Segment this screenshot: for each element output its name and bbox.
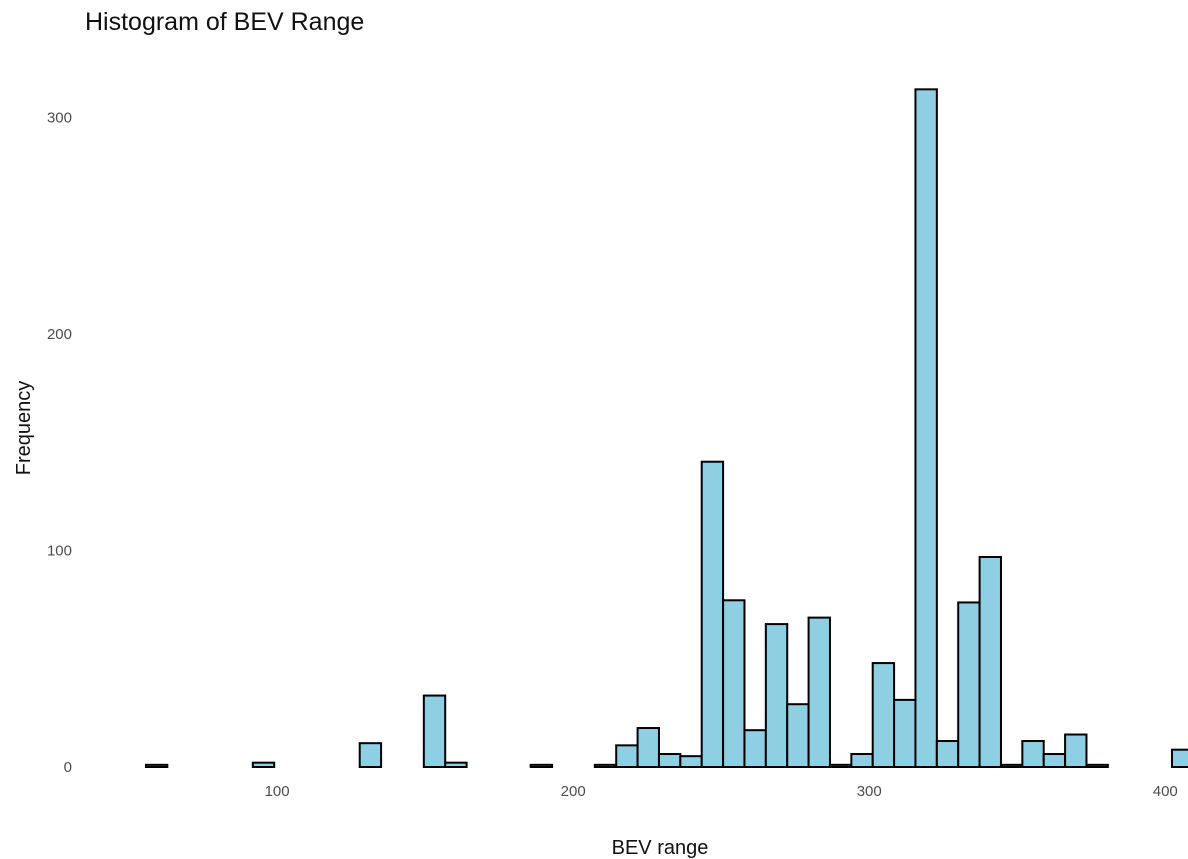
x-axis-ticks: 100 200 300 400 [265, 783, 1178, 800]
histogram-bar [850, 753, 874, 769]
histogram-bar [593, 763, 618, 769]
chart-title: Histogram of BEV Range [85, 8, 365, 36]
histogram-bar [1064, 733, 1088, 769]
histogram-bar [636, 727, 660, 769]
y-axis-ticks: 0 100 200 300 [47, 109, 72, 776]
histogram-bar [1042, 753, 1067, 769]
histogram-bar [786, 703, 810, 769]
histogram-bar [722, 599, 746, 768]
histogram-bar [893, 698, 917, 769]
histogram-bar [358, 742, 383, 768]
x-tick-label: 200 [561, 783, 586, 800]
histogram-bar [978, 555, 1002, 768]
y-axis-label: Frequency [13, 381, 35, 476]
x-tick-label: 400 [1153, 783, 1178, 800]
histogram-bar [1021, 740, 1045, 769]
x-tick-label: 100 [265, 783, 290, 800]
histogram-bar [700, 460, 725, 768]
y-tick-label: 300 [47, 109, 72, 126]
histogram-bar [679, 755, 703, 768]
histogram-bar [957, 601, 981, 769]
histogram-bar [251, 761, 276, 768]
histogram-bar [807, 616, 831, 768]
histogram-bar [1085, 763, 1109, 769]
histogram-bar [935, 740, 960, 769]
histogram-bar [1170, 748, 1188, 768]
histogram-bars [144, 88, 1188, 769]
x-axis-label: BEV range [612, 837, 709, 859]
histogram-bar [529, 763, 554, 769]
histogram-bar [871, 662, 896, 769]
histogram-bar [615, 744, 639, 768]
histogram-bar [743, 729, 767, 769]
histogram-bar [828, 763, 853, 769]
histogram-bar [444, 761, 468, 768]
y-tick-label: 0 [64, 759, 72, 776]
histogram-bar [999, 763, 1024, 769]
histogram-bar [914, 88, 938, 768]
y-tick-label: 100 [47, 542, 72, 559]
histogram-bar [422, 694, 447, 768]
x-tick-label: 300 [857, 783, 882, 800]
histogram-bar [144, 763, 169, 769]
y-tick-label: 200 [47, 326, 72, 343]
histogram-bar [764, 623, 789, 768]
histogram-bar [657, 753, 682, 769]
